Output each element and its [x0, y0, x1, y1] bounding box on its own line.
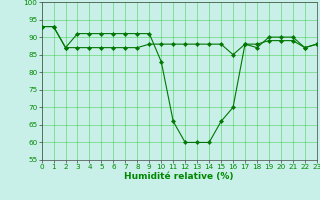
X-axis label: Humidité relative (%): Humidité relative (%) — [124, 172, 234, 181]
